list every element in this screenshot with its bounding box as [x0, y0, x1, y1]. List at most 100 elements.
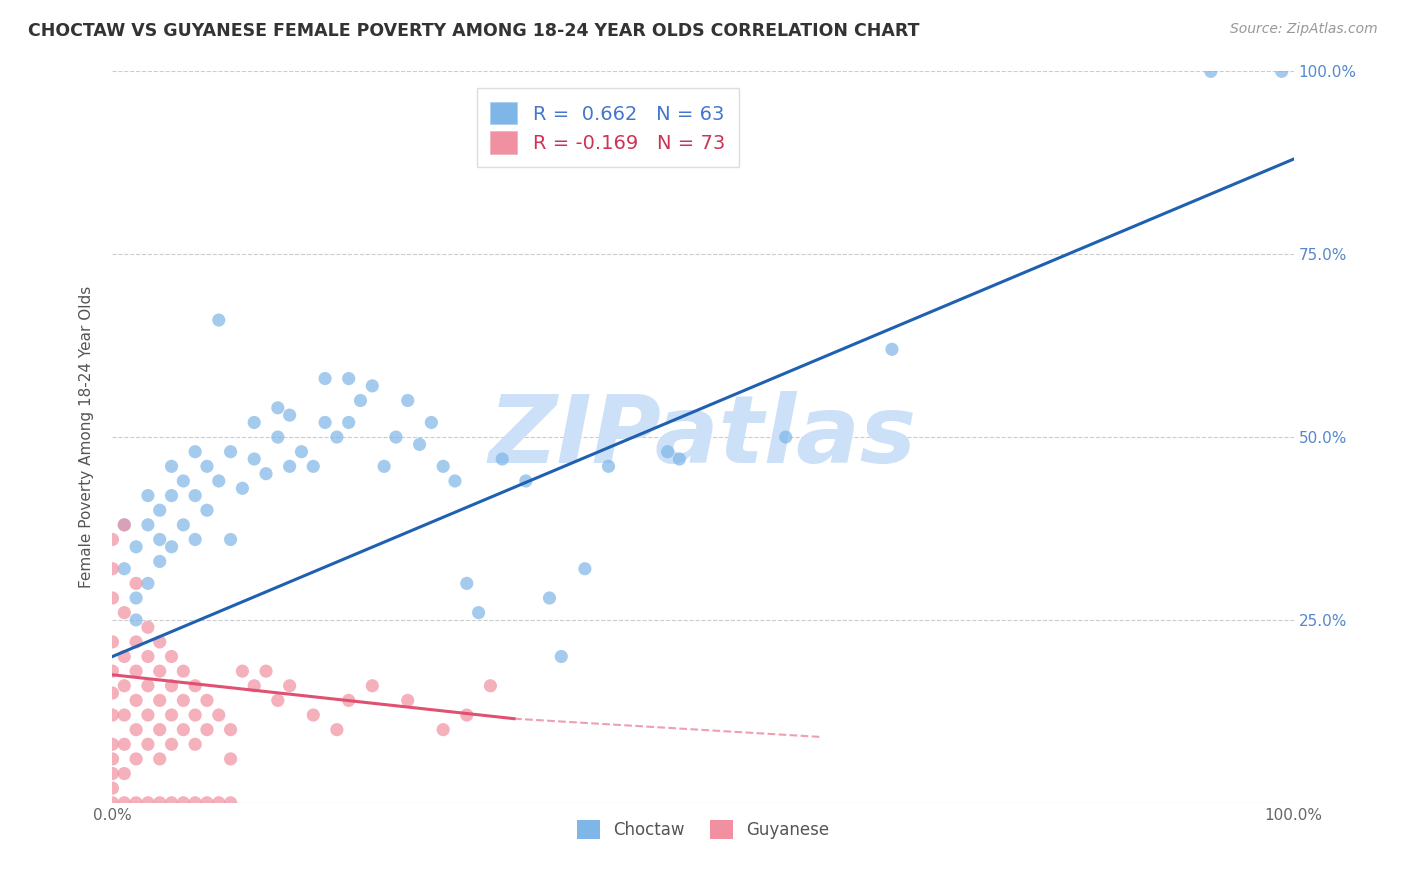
Point	[172, 517, 194, 532]
Point	[219, 796, 242, 810]
Point	[302, 459, 325, 474]
Point	[267, 430, 290, 444]
Point	[254, 467, 277, 481]
Point	[136, 620, 159, 634]
Point	[149, 752, 172, 766]
Point	[396, 393, 419, 408]
Point	[125, 723, 148, 737]
Point	[456, 576, 478, 591]
Point	[101, 533, 124, 547]
Point	[184, 708, 207, 723]
Point	[112, 517, 135, 532]
Point	[112, 562, 135, 576]
Point	[479, 679, 502, 693]
Point	[149, 533, 172, 547]
Point	[101, 796, 124, 810]
Point	[125, 635, 148, 649]
Point	[101, 686, 124, 700]
Point	[314, 371, 336, 385]
Point	[125, 664, 148, 678]
Point	[112, 649, 135, 664]
Point	[432, 723, 454, 737]
Point	[432, 459, 454, 474]
Point	[136, 517, 159, 532]
Point	[243, 452, 266, 467]
Point	[184, 444, 207, 458]
Point	[208, 796, 231, 810]
Point	[337, 371, 360, 385]
Point	[231, 481, 253, 495]
Point	[396, 693, 419, 707]
Point	[491, 452, 513, 467]
Point	[302, 708, 325, 723]
Point	[125, 796, 148, 810]
Point	[361, 679, 384, 693]
Point	[125, 540, 148, 554]
Point	[149, 723, 172, 737]
Point	[538, 591, 561, 605]
Point	[125, 752, 148, 766]
Point	[172, 723, 194, 737]
Point	[184, 533, 207, 547]
Point	[444, 474, 467, 488]
Point	[149, 664, 172, 678]
Point	[361, 379, 384, 393]
Point	[125, 613, 148, 627]
Point	[149, 635, 172, 649]
Point	[231, 664, 253, 678]
Point	[326, 430, 349, 444]
Point	[149, 554, 172, 568]
Point	[467, 606, 489, 620]
Point	[420, 416, 443, 430]
Point	[337, 693, 360, 707]
Point	[208, 708, 231, 723]
Point	[775, 430, 797, 444]
Point	[278, 679, 301, 693]
Point	[172, 474, 194, 488]
Point	[456, 708, 478, 723]
Point	[550, 649, 572, 664]
Point	[136, 796, 159, 810]
Point	[598, 459, 620, 474]
Point	[385, 430, 408, 444]
Point	[112, 737, 135, 751]
Point	[314, 416, 336, 430]
Point	[373, 459, 395, 474]
Point	[136, 576, 159, 591]
Point	[101, 781, 124, 796]
Point	[160, 459, 183, 474]
Point	[657, 444, 679, 458]
Point	[278, 459, 301, 474]
Point	[112, 517, 135, 532]
Point	[160, 649, 183, 664]
Point	[195, 723, 218, 737]
Point	[219, 533, 242, 547]
Point	[515, 474, 537, 488]
Point	[125, 693, 148, 707]
Point	[278, 408, 301, 422]
Point	[184, 737, 207, 751]
Point	[149, 693, 172, 707]
Point	[101, 752, 124, 766]
Point	[160, 679, 183, 693]
Point	[101, 591, 124, 605]
Point	[668, 452, 690, 467]
Point	[101, 766, 124, 780]
Point	[112, 606, 135, 620]
Point	[267, 401, 290, 415]
Point	[880, 343, 903, 357]
Point	[112, 766, 135, 780]
Point	[184, 796, 207, 810]
Point	[243, 416, 266, 430]
Point	[136, 649, 159, 664]
Y-axis label: Female Poverty Among 18-24 Year Olds: Female Poverty Among 18-24 Year Olds	[79, 286, 94, 588]
Point	[160, 708, 183, 723]
Point	[149, 503, 172, 517]
Point	[326, 723, 349, 737]
Point	[125, 591, 148, 605]
Point	[136, 679, 159, 693]
Point	[172, 693, 194, 707]
Point	[219, 444, 242, 458]
Point	[290, 444, 312, 458]
Point	[408, 437, 430, 451]
